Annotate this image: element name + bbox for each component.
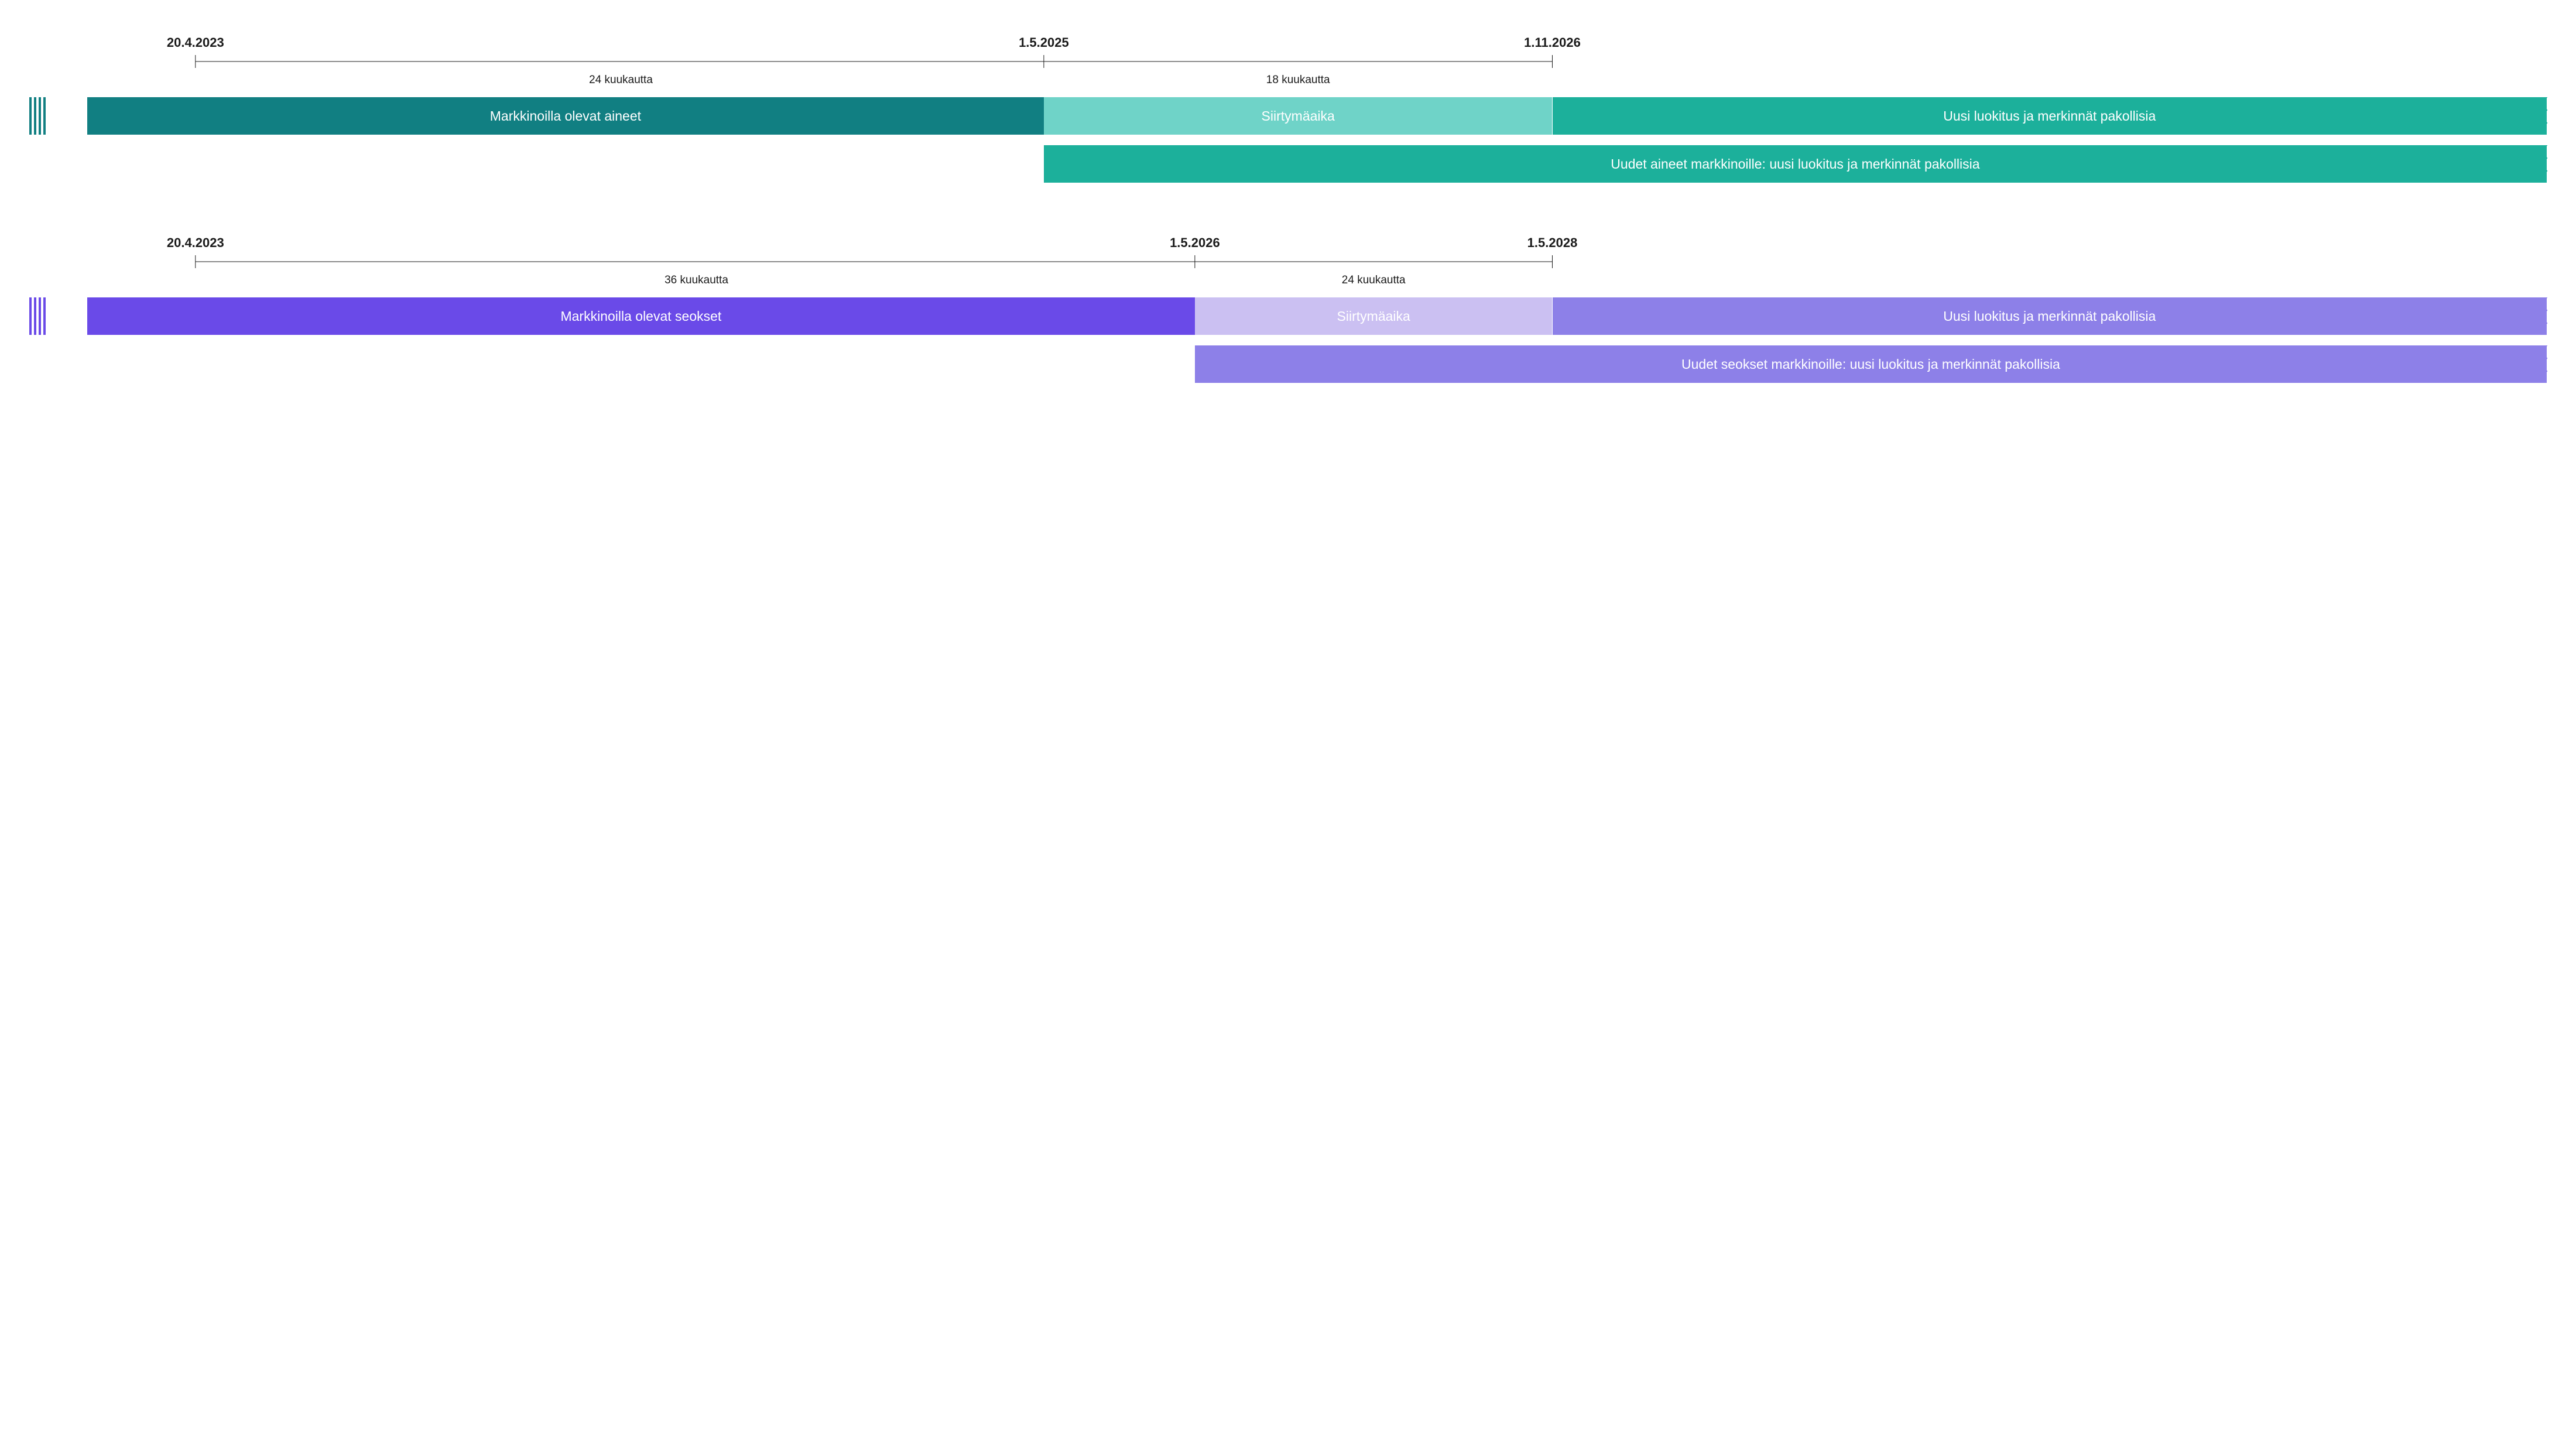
start-stripes bbox=[29, 297, 48, 335]
phase-existing: Markkinoilla olevat seokset bbox=[87, 297, 1195, 335]
phase-new-products: Uudet aineet markkinoille: uusi luokitus… bbox=[1044, 145, 2547, 183]
timeline-substances: 20.4.2023 1.5.2025 1.11.2026 24 kuukautt… bbox=[29, 35, 2547, 183]
phase-mandatory: Uusi luokitus ja merkinnät pakollisia bbox=[1553, 97, 2547, 135]
duration-label: 18 kuukautta bbox=[1266, 74, 1330, 87]
bracket-ruler bbox=[29, 53, 2547, 70]
bar-row-secondary: Uudet seokset markkinoille: uusi luokitu… bbox=[29, 345, 2547, 383]
date-label: 20.4.2023 bbox=[167, 235, 224, 251]
phase-existing: Markkinoilla olevat aineet bbox=[87, 97, 1044, 135]
date-row: 20.4.2023 1.5.2026 1.5.2028 bbox=[29, 235, 2547, 253]
duration-row: 24 kuukautta 18 kuukautta bbox=[29, 74, 2547, 91]
date-label: 1.11.2026 bbox=[1524, 35, 1581, 50]
date-label: 1.5.2026 bbox=[1170, 235, 1220, 251]
date-label: 1.5.2028 bbox=[1527, 235, 1578, 251]
duration-label: 24 kuukautta bbox=[589, 74, 653, 87]
phase-mandatory: Uusi luokitus ja merkinnät pakollisia bbox=[1553, 297, 2547, 335]
start-stripes bbox=[29, 97, 48, 135]
date-label: 1.5.2025 bbox=[1019, 35, 1069, 50]
timeline-mixtures: 20.4.2023 1.5.2026 1.5.2028 36 kuukautta… bbox=[29, 235, 2547, 383]
bar-row-secondary: Uudet aineet markkinoille: uusi luokitus… bbox=[29, 145, 2547, 183]
duration-row: 36 kuukautta 24 kuukautta bbox=[29, 274, 2547, 292]
date-row: 20.4.2023 1.5.2025 1.11.2026 bbox=[29, 35, 2547, 53]
duration-label: 36 kuukautta bbox=[664, 274, 728, 287]
phase-transition: Siirtymäaika bbox=[1044, 97, 1553, 135]
phase-transition: Siirtymäaika bbox=[1195, 297, 1553, 335]
phase-new-products: Uudet seokset markkinoille: uusi luokitu… bbox=[1195, 345, 2547, 383]
bar-row-primary: Markkinoilla olevat aineet Siirtymäaika … bbox=[29, 97, 2547, 135]
date-label: 20.4.2023 bbox=[167, 35, 224, 50]
bar-row-primary: Markkinoilla olevat seokset Siirtymäaika… bbox=[29, 297, 2547, 335]
duration-label: 24 kuukautta bbox=[1342, 274, 1406, 287]
bracket-ruler bbox=[29, 253, 2547, 270]
